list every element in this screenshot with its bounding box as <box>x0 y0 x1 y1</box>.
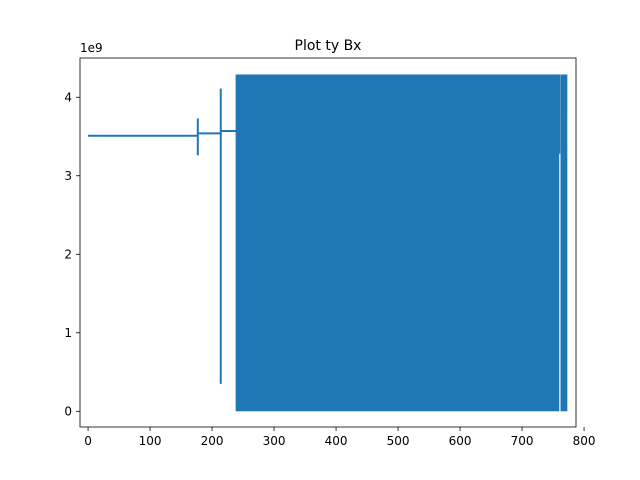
x-tick-label: 700 <box>511 434 534 448</box>
x-tick-label: 100 <box>139 434 162 448</box>
x-axis: 0 100 200 300 400 500 600 700 800 <box>84 427 596 448</box>
x-tick-label: 0 <box>84 434 92 448</box>
x-tick-label: 200 <box>201 434 224 448</box>
data-series-line <box>88 74 568 412</box>
x-tick-label: 500 <box>387 434 410 448</box>
x-tick-label: 400 <box>325 434 348 448</box>
y-tick-label: 3 <box>64 169 72 183</box>
y-tick-label: 2 <box>64 247 72 261</box>
line-segment-dense-band <box>560 74 568 412</box>
y-tick-label: 0 <box>64 404 72 418</box>
y-tick-label: 4 <box>64 90 72 104</box>
y-axis-multiplier-label: 1e9 <box>80 41 103 55</box>
x-tick-label: 800 <box>573 434 596 448</box>
plot-frame <box>79 57 577 428</box>
plot-area <box>79 57 577 428</box>
line-segment-dense-band <box>235 74 560 412</box>
x-tick-label: 300 <box>263 434 286 448</box>
chart-title: Plot ty Bx <box>295 38 362 54</box>
y-axis: 0 1 2 3 4 <box>64 90 80 418</box>
x-tick-label: 600 <box>449 434 472 448</box>
y-tick-label: 1 <box>64 326 72 340</box>
